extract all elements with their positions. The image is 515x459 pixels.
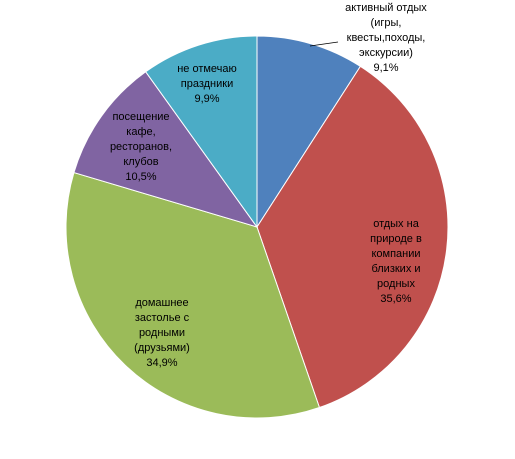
slice-label-line: (игры,: [371, 17, 402, 29]
slice-label-line: близких и: [371, 263, 420, 275]
slice-label-line: (друзьями): [134, 342, 190, 354]
slice-label-line: активный отдых: [345, 2, 427, 14]
slice-label-cafe-restaurants-clubs: посещение кафе, ресторанов, клубов 10,5%: [110, 111, 172, 183]
pie-slice-nature-with-family: [256, 65, 449, 409]
slice-label-line: домашнее: [135, 297, 188, 309]
slice-percent: 9,9%: [194, 93, 219, 105]
slice-label-line: ресторанов,: [110, 141, 172, 153]
slice-label-line: отдых на: [373, 218, 420, 230]
slice-label-line: кафе,: [126, 126, 155, 138]
slice-label-line: родными: [139, 327, 185, 339]
pie-slice-cafe-restaurants-clubs: [73, 71, 259, 228]
slice-label-line: застолье с: [135, 312, 190, 324]
slice-label-no-celebration: не отмечаю праздники 9,9%: [177, 63, 237, 105]
slice-label-line: компании: [371, 248, 420, 260]
slice-label-line: клубов: [123, 156, 158, 168]
leader-lines: [309, 41, 339, 47]
slice-label-home-feast: домашнее застолье с родными (друзьями) 34,9%: [134, 297, 190, 369]
slice-label-line: посещение: [112, 111, 169, 123]
slice-label-active-leisure: активный отдых (игры, квесты,походы, экскур…: [345, 2, 427, 74]
slice-label-line: родных: [377, 278, 415, 290]
slice-label-line: экскурсии): [359, 47, 413, 59]
slice-label-line: природе в: [370, 233, 422, 245]
slice-percent: 9,1%: [373, 62, 398, 74]
pie-slices: [65, 35, 449, 419]
pie-slice-no-celebration: [145, 35, 258, 229]
slice-percent: 35,6%: [380, 293, 411, 305]
slice-label-line: квесты,походы,: [347, 32, 426, 44]
slice-labels: активный отдых (игры, квесты,походы, экскур…: [110, 2, 427, 369]
slice-label-line: праздники: [181, 78, 233, 90]
slice-percent: 34,9%: [146, 357, 177, 369]
slice-label-line: не отмечаю: [177, 63, 237, 75]
leader-line-active-leisure: [309, 41, 339, 47]
pie-slice-home-feast: [65, 171, 321, 419]
slice-percent: 10,5%: [125, 171, 156, 183]
slice-label-nature-with-family: отдых на природе в компании близких и родных…: [370, 218, 422, 305]
pie-slice-active-leisure: [256, 35, 362, 229]
